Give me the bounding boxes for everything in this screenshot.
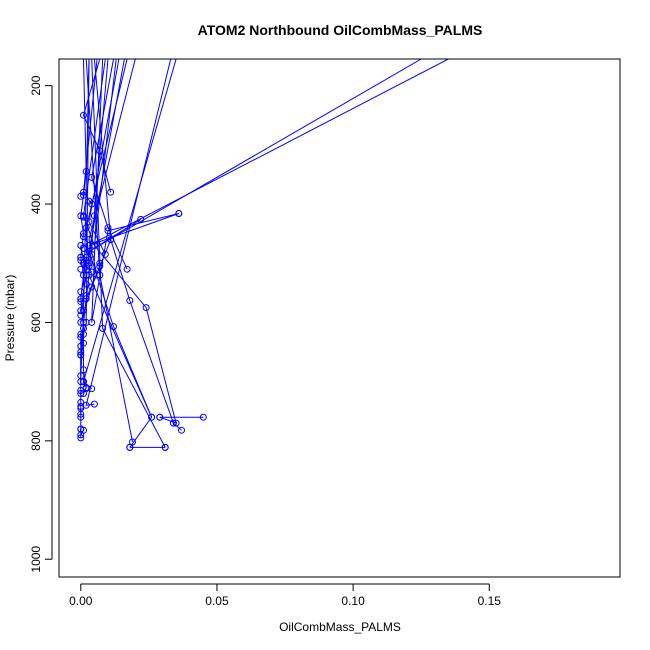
- x-tick-label: 0.00: [69, 594, 93, 608]
- data-point: [88, 250, 96, 258]
- plot-frame: [58, 58, 621, 578]
- data-point: [123, 265, 131, 273]
- data-point: [101, 250, 109, 258]
- x-tick-label: 0.15: [478, 594, 502, 608]
- y-tick-label: 200: [29, 75, 43, 95]
- data-point: [77, 378, 85, 386]
- data-point: [199, 413, 207, 421]
- data-point: [77, 311, 85, 319]
- data-point: [77, 295, 85, 303]
- data-point: [77, 425, 85, 433]
- data-point: [104, 224, 112, 232]
- data-point: [175, 210, 183, 217]
- data-point: [110, 323, 117, 331]
- data-point: [77, 348, 85, 356]
- series-line-19: [88, 59, 136, 276]
- data-point: [82, 384, 90, 392]
- data-point: [82, 271, 90, 279]
- data-point: [80, 390, 87, 397]
- data-point: [178, 426, 185, 434]
- series-line-11: [88, 59, 449, 246]
- data-point: [80, 318, 87, 326]
- series-line-18: [88, 59, 120, 255]
- data-point: [137, 215, 145, 223]
- data-point: [96, 262, 104, 270]
- data-point: [77, 288, 85, 296]
- series-line-13: [91, 59, 128, 270]
- data-point: [77, 330, 85, 338]
- y-axis: 200 400 600 800 1000: [29, 75, 53, 573]
- data-point: [77, 253, 85, 261]
- data-point: [161, 443, 169, 451]
- data-point: [77, 265, 85, 273]
- chart-title: ATOM2 Northbound OilCombMass_PALMS: [198, 22, 483, 38]
- data-point: [77, 192, 85, 200]
- series-line-7: [93, 59, 182, 431]
- y-tick-label: 800: [29, 431, 43, 451]
- data-point: [77, 333, 85, 341]
- series-line-12: [88, 59, 422, 252]
- y-tick-label: 600: [29, 312, 43, 332]
- series-line-29: [83, 381, 87, 394]
- y-axis-label: Pressure (mbar): [3, 275, 17, 362]
- data-point: [90, 400, 98, 408]
- data-point: [82, 224, 90, 232]
- data-point: [90, 242, 98, 249]
- data-point: [107, 188, 115, 196]
- data-point: [107, 236, 115, 244]
- data-point: [99, 324, 107, 332]
- series-line-21: [82, 59, 106, 246]
- data-point: [80, 244, 87, 252]
- data-point: [85, 197, 93, 205]
- data-point: [88, 283, 96, 291]
- data-point: [88, 268, 96, 276]
- y-tick-label: 1000: [29, 546, 43, 573]
- data-point: [156, 413, 164, 421]
- series-line-14: [82, 59, 112, 193]
- data-point: [77, 307, 85, 315]
- data-point: [148, 413, 156, 421]
- data-point: [77, 403, 85, 410]
- data-point: [80, 339, 87, 347]
- x-axis: 0.00 0.05 0.10 0.15: [69, 583, 502, 608]
- data-point: [77, 351, 85, 359]
- data-point: [85, 262, 93, 270]
- data-point: [96, 147, 104, 155]
- data-point: [96, 259, 104, 267]
- data-point: [77, 390, 85, 397]
- data-point: [77, 298, 85, 306]
- y-tick-label: 400: [29, 194, 43, 214]
- series-line-9: [91, 59, 166, 448]
- data-point: [82, 292, 90, 300]
- data-point: [169, 419, 177, 427]
- data-point: [90, 212, 98, 220]
- data-point: [126, 297, 134, 304]
- data-point: [142, 304, 150, 312]
- data-point: [82, 280, 90, 288]
- data-point: [82, 256, 90, 264]
- plot-data: [77, 59, 449, 451]
- data-point: [126, 443, 134, 451]
- series-line-20: [85, 59, 128, 264]
- data-point: [80, 111, 87, 119]
- data-point: [129, 438, 136, 446]
- x-tick-label: 0.10: [341, 594, 365, 608]
- data-point: [80, 213, 87, 221]
- data-point: [77, 256, 85, 264]
- x-tick-label: 0.05: [205, 594, 229, 608]
- data-point: [80, 233, 87, 241]
- series-line-22: [82, 59, 98, 205]
- x-axis-label: OilCombMass_PALMS: [279, 620, 401, 634]
- series-line-1: [80, 59, 87, 258]
